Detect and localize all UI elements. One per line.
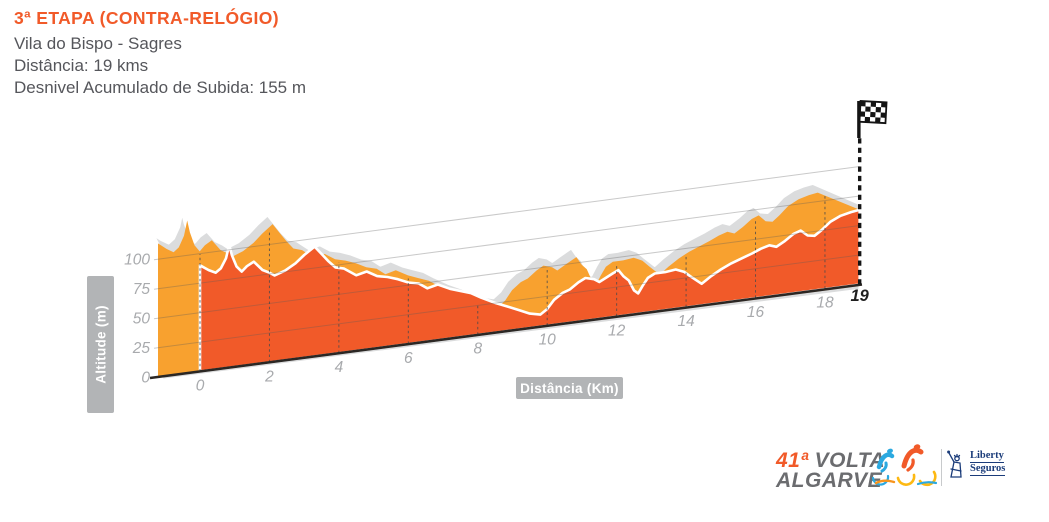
x-tick-label: 12: [608, 322, 626, 339]
stage-header: 3ª ETAPA (CONTRA-RELÓGIO) Vila do Bispo …: [14, 8, 306, 99]
stage-distance: Distância: 19 kms: [14, 56, 149, 75]
profile-front-layer: [198, 208, 862, 373]
checkered-flag-icon: [857, 100, 888, 138]
y-axis-badge: [87, 276, 114, 413]
y-tick-label: 25: [132, 340, 151, 357]
x-axis-badge: [516, 377, 623, 399]
x-axis-title: Distância (Km): [520, 381, 619, 396]
stage-route: Vila do Bispo - Sagres: [14, 34, 182, 53]
x-tick-label: 10: [539, 332, 557, 349]
y-tick-label: 75: [133, 281, 151, 298]
x-tick-label: 4: [335, 359, 344, 376]
x-tick-label: 18: [816, 295, 834, 312]
x-tick-label: 2: [264, 368, 274, 385]
stage-elevation-gain: Desnivel Acumulado de Subida: 155 m: [14, 78, 307, 97]
x-tick-label: 16: [747, 304, 765, 321]
y-tick-label: 50: [133, 311, 151, 328]
x-tick-label: 8: [473, 341, 482, 358]
y-tick-label: 100: [124, 252, 150, 269]
x-tick-label: 14: [677, 313, 695, 330]
x-tick-label: 0: [196, 378, 205, 395]
y-tick-label: 0: [141, 370, 150, 387]
stage-title: 3ª ETAPA (CONTRA-RELÓGIO): [14, 8, 280, 28]
y-axis-title: Altitude (m): [94, 305, 109, 384]
x-tick-label: 6: [404, 350, 413, 367]
finish-km-label: 19: [851, 287, 870, 305]
